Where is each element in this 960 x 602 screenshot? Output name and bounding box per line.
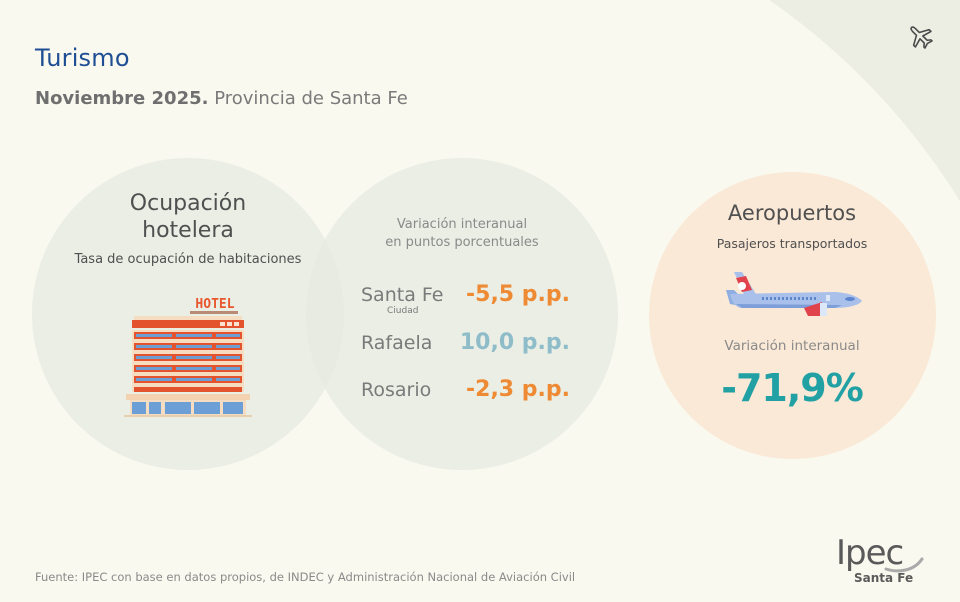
airplane-icon	[726, 272, 862, 316]
subtitle-region: Provincia de Santa Fe	[208, 88, 408, 109]
value-rafaela: 10,0 p.p.	[459, 330, 570, 355]
variation-circle	[306, 158, 618, 470]
city-label-santa-fe: Santa Fe	[361, 284, 444, 306]
logo-swoosh-icon	[884, 557, 924, 573]
variation-heading-line1: Variación interanual	[396, 217, 528, 232]
logo-subtitle: Santa Fe	[854, 571, 914, 585]
variation-heading-line2: en puntos porcentuales	[385, 235, 539, 250]
airports-subtitle: Pasajeros transportados	[716, 236, 868, 251]
hotel-title-line1: Ocupación	[129, 191, 247, 216]
city-label-rafaela: Rafaela	[361, 332, 433, 354]
airports-circle	[649, 172, 936, 459]
page-subtitle: Noviembre 2025. Provincia de Santa Fe	[35, 88, 408, 109]
hotel-circle	[32, 158, 344, 470]
source-note: Fuente: IPEC con base en datos propios, …	[35, 570, 576, 584]
hotel-title: Ocupación hotelera	[40, 190, 336, 244]
airports-title: Aeropuertos	[727, 201, 857, 225]
airports-variation-label: Variación interanual	[724, 338, 860, 354]
hotel-building-icon: HOTEL	[124, 297, 252, 417]
page-title: Turismo	[35, 44, 130, 72]
airplane-outline-icon	[910, 26, 933, 49]
hotel-subtitle: Tasa de ocupación de habitaciones	[74, 252, 302, 267]
city-label-rosario: Rosario	[361, 379, 432, 401]
value-santa-fe: -5,5 p.p.	[466, 282, 570, 307]
value-rosario: -2,3 p.p.	[466, 377, 570, 402]
subtitle-period: Noviembre 2025.	[35, 88, 209, 109]
logo-wordmark: Ipec	[836, 533, 904, 573]
ipec-logo: Ipec Santa Fe	[832, 533, 926, 591]
hotel-title-line2: hotelera	[142, 218, 234, 243]
variation-heading: Variación interanual en puntos porcentua…	[330, 216, 594, 252]
svg-text:HOTEL: HOTEL	[195, 297, 234, 312]
city-note-ciudad: Ciudad	[387, 306, 419, 316]
airports-variation-value: -71,9%	[721, 366, 864, 410]
